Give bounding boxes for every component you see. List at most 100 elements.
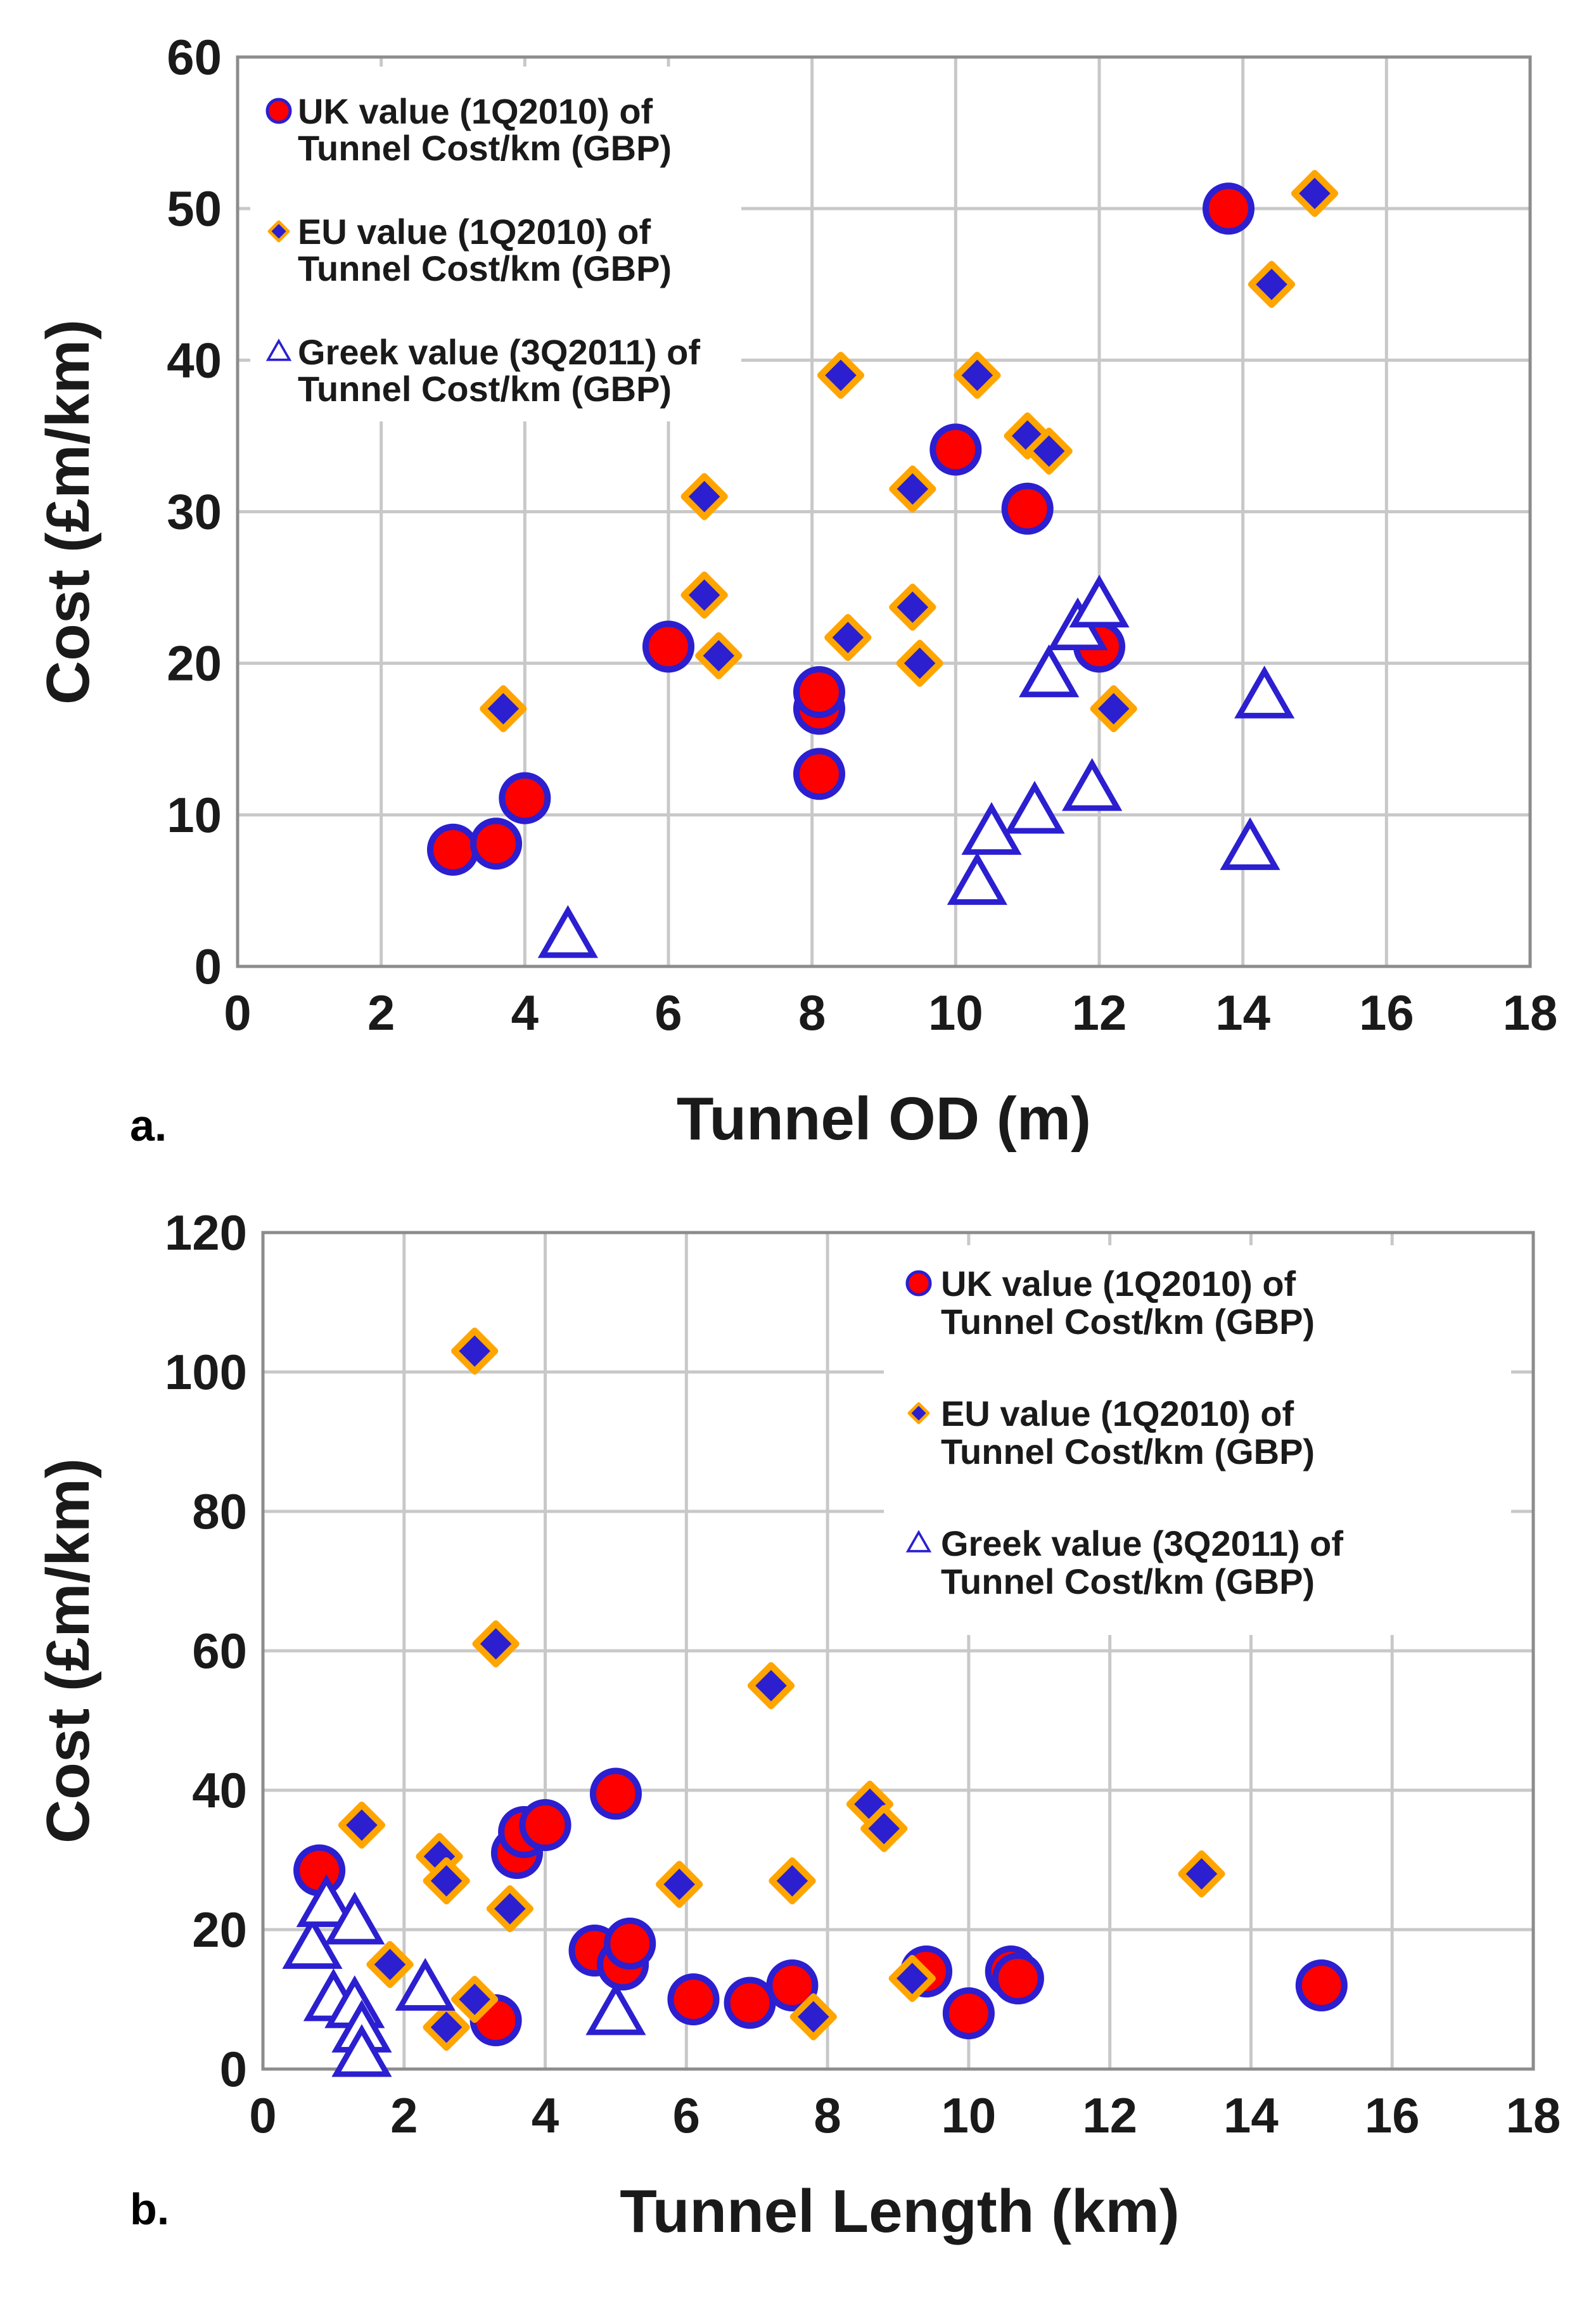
chart-b-y-tick-label: 20 xyxy=(192,1902,247,1958)
chart-a-point-diamond xyxy=(817,352,865,399)
chart-b-point-circle xyxy=(724,1977,776,2029)
chart-a-point-triangle xyxy=(947,852,1007,905)
chart-a-y-tick-label: 60 xyxy=(167,29,222,85)
chart-a-x-tick-label: 12 xyxy=(1072,985,1127,1041)
chart-b-point-circle xyxy=(519,1798,571,1852)
chart-b-point-diamond xyxy=(451,1327,499,1375)
chart-b-point-circle xyxy=(604,1917,656,1970)
chart-b-legend-label: Tunnel Cost/km (GBP) xyxy=(941,1302,1315,1342)
chart-a-x-tick-label: 16 xyxy=(1359,985,1414,1041)
chart-a-point-circle xyxy=(642,620,695,673)
chart-b-point-diamond xyxy=(338,1801,386,1849)
chart-a-legend-label: Tunnel Cost/km (GBP) xyxy=(298,128,672,168)
chart-b-legend-label: UK value (1Q2010) of xyxy=(941,1264,1296,1304)
chart-b-legend-box xyxy=(884,1245,1511,1635)
chart-a-legend-marker-circle xyxy=(265,98,292,124)
chart-b-legend-label: EU value (1Q2010) of xyxy=(941,1394,1294,1433)
chart-b-legend-label: Tunnel Cost/km (GBP) xyxy=(941,1432,1315,1471)
chart-a-x-tick-label: 6 xyxy=(654,985,682,1041)
chart-b-x-tick-label: 6 xyxy=(673,2087,700,2143)
chart-a-point-diamond xyxy=(954,352,1001,399)
chart-a-legend-label: UK value (1Q2010) of xyxy=(298,91,653,131)
chart-b-point-diamond xyxy=(860,1805,908,1852)
chart-a-point-triangle xyxy=(1220,817,1280,870)
chart-b-point-circle xyxy=(992,1952,1044,2005)
chart-a-x-tick-label: 4 xyxy=(511,985,539,1041)
chart-b-point-triangle xyxy=(585,1982,646,2035)
chart-a-legend-box xyxy=(250,67,741,421)
chart-a-point-triangle xyxy=(961,802,1022,855)
chart-b-point-diamond xyxy=(789,1993,837,2041)
chart-a-point-diamond xyxy=(889,465,936,513)
chart-b-y-tick-label: 60 xyxy=(192,1623,247,1679)
chart-b-x-ticks: 0 2 4 6 8 10 12 14 16 18 xyxy=(249,2087,1561,2143)
chart-b-point-circle xyxy=(589,1767,642,1820)
chart-b-point-diamond xyxy=(472,1620,520,1668)
chart-a-series-triangle xyxy=(537,574,1295,958)
chart-b-x-tick-label: 14 xyxy=(1223,2087,1279,2143)
chart-a-point-triangle xyxy=(1004,781,1065,834)
chart-b-point-diamond xyxy=(423,1857,470,1905)
chart-a-point-triangle xyxy=(1019,644,1080,698)
chart-a-y-tick-label: 10 xyxy=(167,787,222,843)
chart-b-x-tick-label: 16 xyxy=(1365,2087,1420,2143)
chart-a-y-tick-label: 20 xyxy=(167,636,222,691)
chart-b-x-tick-label: 18 xyxy=(1506,2087,1561,2143)
chart-a-point-circle xyxy=(793,748,846,800)
chart-a-point-diamond xyxy=(896,639,943,687)
chart-b-point-triangle xyxy=(395,1958,456,2011)
chart-b-y-tick-label: 80 xyxy=(192,1484,247,1539)
chart-a-x-tick-label: 10 xyxy=(928,985,983,1041)
chart-b-legend-marker-circle xyxy=(905,1270,932,1297)
chart-b-y-tick-label: 120 xyxy=(165,1205,247,1260)
chart-a-point-triangle xyxy=(1234,665,1295,719)
chart-b-point-diamond xyxy=(1178,1850,1225,1898)
chart-b-point-diamond xyxy=(769,1857,816,1905)
chart-a-point-circle xyxy=(469,817,523,870)
chart-a-legend-label: Tunnel Cost/km (GBP) xyxy=(298,248,672,288)
chart-b-y-axis-label: Cost (£m/km) xyxy=(34,1458,102,1843)
chart-a-markers xyxy=(426,170,1339,958)
chart-b-point-circle xyxy=(766,1959,819,2012)
chart-b-y-tick-label: 0 xyxy=(220,2041,247,2097)
chart-a-x-ticks: 0 2 4 6 8 10 12 14 16 18 xyxy=(224,985,1557,1041)
chart-a-point-diamond xyxy=(1291,170,1339,217)
chart-a-x-tick-label: 0 xyxy=(224,985,251,1041)
chart-a-point-diamond xyxy=(889,584,936,631)
chart-b-x-tick-label: 8 xyxy=(814,2087,841,2143)
chart-a-point-triangle xyxy=(1069,574,1130,628)
chart-b-point-triangle xyxy=(324,1892,385,1945)
chart-a-y-ticks: 0 10 20 30 40 50 60 xyxy=(167,29,222,994)
chart-b-plot-area xyxy=(261,1231,1535,2071)
chart-a-y-tick-label: 50 xyxy=(167,181,222,236)
chart-a-point-diamond xyxy=(680,473,728,520)
chart-b: 0 20 40 60 80 100 120 0 2 4 6 8 10 12 14 16 18 UK value… xyxy=(34,1205,1561,2245)
chart-a-point-diamond xyxy=(1248,260,1296,308)
chart-b-point-circle xyxy=(942,1987,995,2040)
chart-a-y-tick-label: 40 xyxy=(167,332,222,388)
chart-a-series-circle xyxy=(426,183,1255,876)
chart-b-x-tick-label: 0 xyxy=(249,2087,276,2143)
chart-a-legend-label: Tunnel Cost/km (GBP) xyxy=(298,369,672,409)
chart-a-x-tick-label: 8 xyxy=(798,985,826,1041)
chart-a: 0 10 20 30 40 50 60 0 2 4 6 8 10 12 14 16 18 UK value (… xyxy=(34,29,1557,1153)
chart-a-point-triangle xyxy=(537,905,598,958)
chart-a-point-diamond xyxy=(480,685,527,733)
chart-b-legend-marker-diamond xyxy=(907,1402,930,1425)
chart-b-series-triangle xyxy=(282,1874,646,2077)
chart-b-point-triangle xyxy=(296,1874,357,1927)
chart-b-series-diamond xyxy=(338,1327,1225,2051)
chart-a-y-tick-label: 0 xyxy=(195,939,222,994)
chart-b-x-tick-label: 4 xyxy=(532,2087,559,2143)
chart-a-x-tick-label: 14 xyxy=(1215,985,1270,1041)
chart-a-point-circle xyxy=(1001,482,1054,535)
chart-b-point-diamond xyxy=(423,2003,470,2051)
chart-a-x-tick-label: 18 xyxy=(1503,985,1558,1041)
chart-b-y-tick-label: 100 xyxy=(165,1344,247,1400)
chart-b-point-circle xyxy=(1295,1959,1348,2012)
chart-b-point-triangle xyxy=(331,2024,392,2077)
